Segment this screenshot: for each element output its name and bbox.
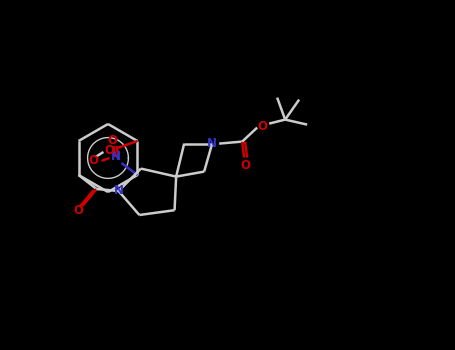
Text: N: N (207, 137, 217, 150)
Text: N: N (111, 150, 121, 163)
Text: O: O (257, 120, 267, 133)
Text: O: O (105, 145, 115, 158)
Text: N: N (114, 184, 124, 197)
Text: O: O (240, 159, 250, 172)
Text: O: O (107, 134, 117, 147)
Text: O: O (88, 154, 98, 168)
Text: O: O (74, 204, 84, 217)
